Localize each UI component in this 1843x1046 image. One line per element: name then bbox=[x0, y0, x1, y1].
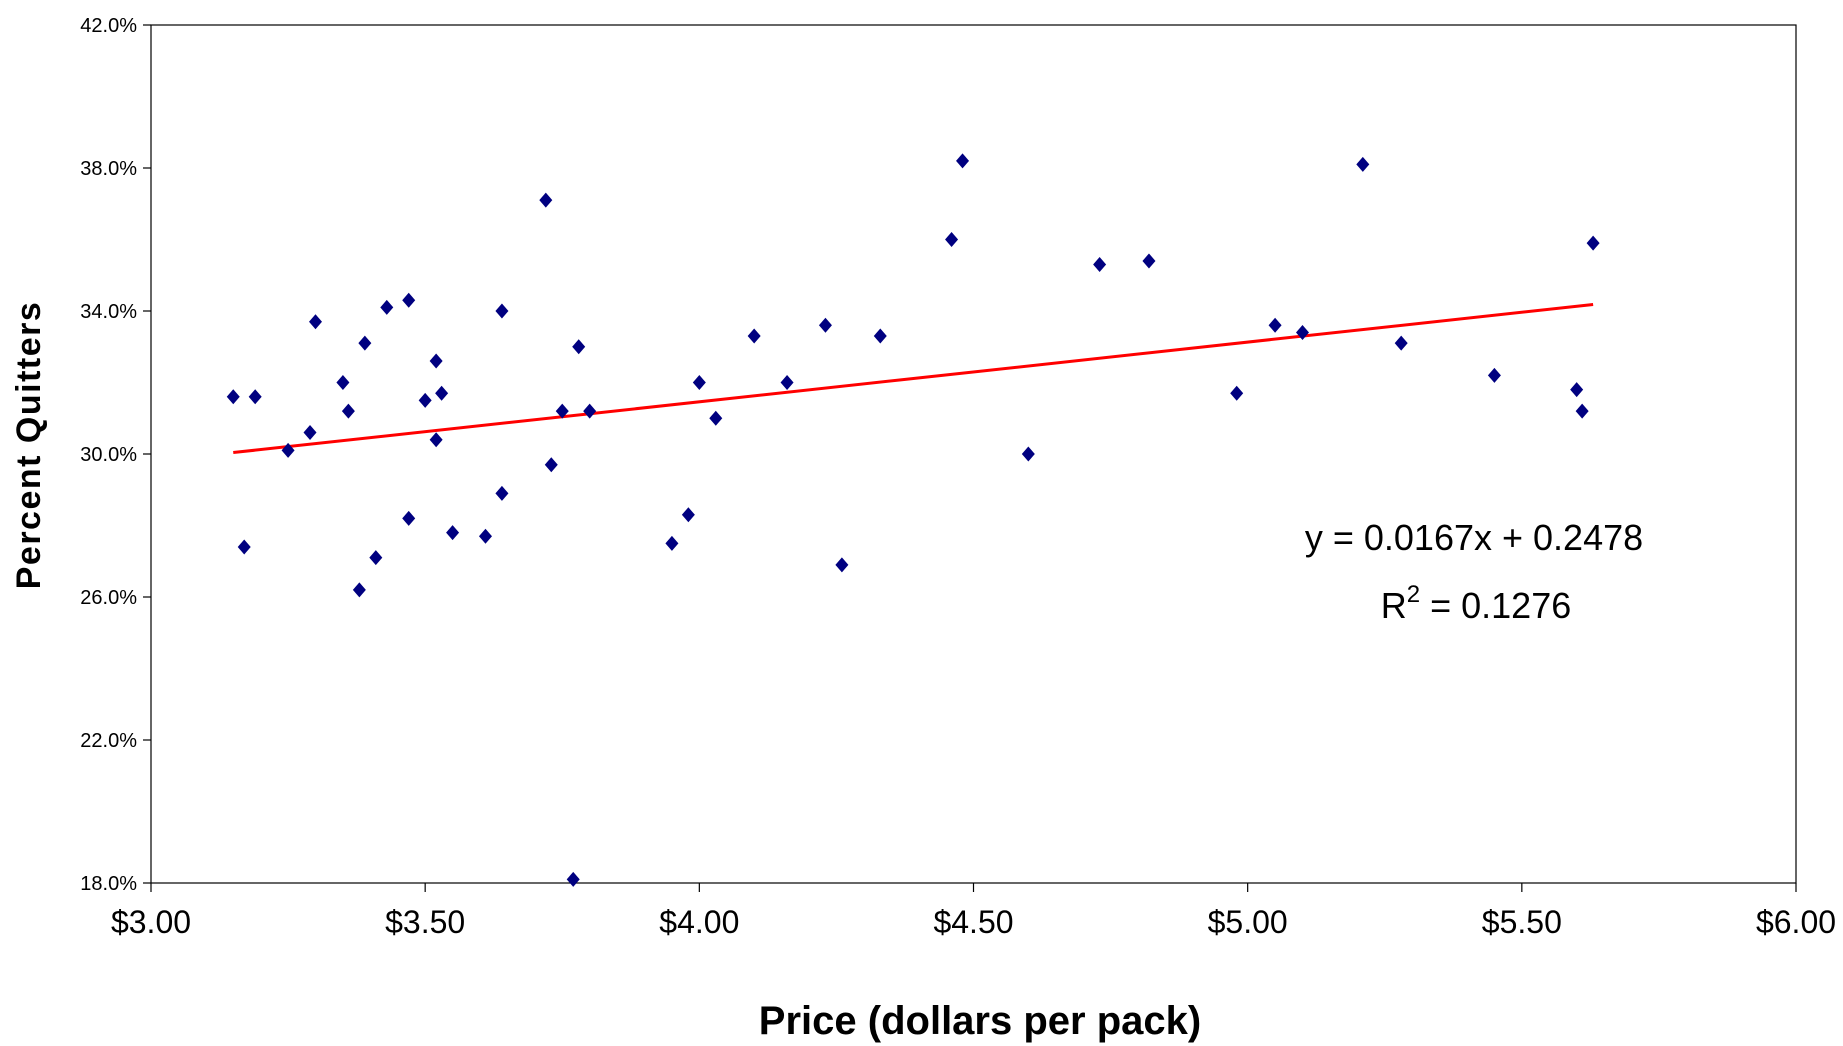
data-point bbox=[478, 528, 492, 544]
x-tick-label: $5.50 bbox=[1482, 904, 1562, 940]
data-point bbox=[336, 375, 350, 390]
data-point bbox=[1487, 367, 1501, 383]
x-tick-label: $4.00 bbox=[659, 904, 739, 940]
data-point bbox=[1575, 403, 1589, 419]
data-point bbox=[369, 550, 383, 566]
x-axis: $3.00 $3.50 $4.00 $4.50 $5.00 $5.50 $6.00 bbox=[111, 883, 1836, 940]
x-tick-label: $4.50 bbox=[933, 904, 1013, 940]
data-point bbox=[1142, 253, 1156, 269]
data-point bbox=[1586, 235, 1600, 251]
data-point bbox=[237, 539, 251, 555]
r-squared-prefix: R bbox=[1381, 585, 1407, 626]
data-point bbox=[681, 507, 695, 523]
data-point bbox=[495, 485, 509, 501]
data-point bbox=[429, 353, 443, 369]
data-point bbox=[435, 385, 449, 401]
plot-area bbox=[150, 24, 1797, 884]
y-tick-label: 34.0% bbox=[80, 301, 137, 323]
data-point bbox=[309, 314, 322, 330]
data-point bbox=[402, 292, 416, 308]
data-point bbox=[555, 403, 569, 419]
data-point bbox=[446, 525, 460, 541]
data-point bbox=[358, 335, 372, 351]
data-point bbox=[780, 375, 794, 390]
y-tick-label: 38.0% bbox=[80, 158, 137, 180]
data-point bbox=[709, 410, 723, 426]
data-point bbox=[429, 432, 443, 448]
plot-border bbox=[150, 24, 1797, 884]
x-tick-label: $3.50 bbox=[385, 904, 465, 940]
y-axis: 18.0% 22.0% 26.0% 30.0% 34.0% 38.0% 42.0% bbox=[80, 15, 151, 895]
y-axis-title: Percent Quitters bbox=[10, 301, 48, 590]
data-point bbox=[495, 303, 509, 319]
data-point bbox=[835, 557, 849, 573]
regression-annotation: y = 0.0167x + 0.2478 R2 = 0.1276 bbox=[1305, 517, 1643, 626]
data-point bbox=[226, 389, 240, 405]
data-point bbox=[956, 153, 970, 169]
data-point bbox=[1268, 317, 1282, 333]
data-point bbox=[380, 299, 394, 315]
y-tick-label: 42.0% bbox=[80, 15, 137, 37]
regression-equation: y = 0.0167x + 0.2478 bbox=[1305, 517, 1643, 558]
data-point bbox=[281, 442, 295, 458]
y-tick-label: 26.0% bbox=[80, 587, 137, 609]
data-point bbox=[1570, 382, 1584, 398]
data-point bbox=[1021, 446, 1035, 462]
trendline bbox=[233, 302, 1594, 455]
data-point bbox=[572, 339, 586, 355]
data-point bbox=[248, 389, 262, 405]
data-point bbox=[341, 403, 355, 419]
x-axis-title: Price (dollars per pack) bbox=[759, 999, 1201, 1043]
x-tick-label: $5.00 bbox=[1208, 904, 1288, 940]
y-tick-label: 18.0% bbox=[80, 873, 137, 895]
r-squared-label: R2 = 0.1276 bbox=[1381, 581, 1572, 626]
data-point bbox=[352, 582, 366, 598]
data-point bbox=[1296, 324, 1309, 340]
x-tick-label: $6.00 bbox=[1756, 904, 1836, 940]
data-point bbox=[747, 328, 761, 344]
data-points bbox=[226, 153, 1600, 887]
r-squared-superscript: 2 bbox=[1407, 581, 1420, 608]
data-point bbox=[1093, 257, 1107, 273]
data-point bbox=[1356, 156, 1370, 172]
data-point bbox=[665, 535, 679, 551]
data-point bbox=[818, 317, 832, 333]
y-tick-label: 30.0% bbox=[80, 444, 137, 466]
data-point bbox=[402, 510, 416, 526]
data-point bbox=[945, 232, 959, 247]
data-point bbox=[692, 375, 706, 390]
data-point bbox=[1394, 335, 1408, 351]
trendline-path bbox=[233, 302, 1594, 455]
data-point bbox=[566, 871, 580, 887]
data-point bbox=[1230, 385, 1244, 401]
r-squared-value: = 0.1276 bbox=[1420, 585, 1571, 626]
y-tick-label: 22.0% bbox=[80, 730, 137, 752]
data-point bbox=[539, 192, 553, 208]
data-point bbox=[873, 328, 887, 344]
data-point bbox=[583, 403, 597, 419]
x-tick-label: $3.00 bbox=[111, 904, 191, 940]
data-point bbox=[544, 457, 558, 473]
data-point bbox=[418, 392, 432, 408]
data-point bbox=[303, 425, 317, 441]
